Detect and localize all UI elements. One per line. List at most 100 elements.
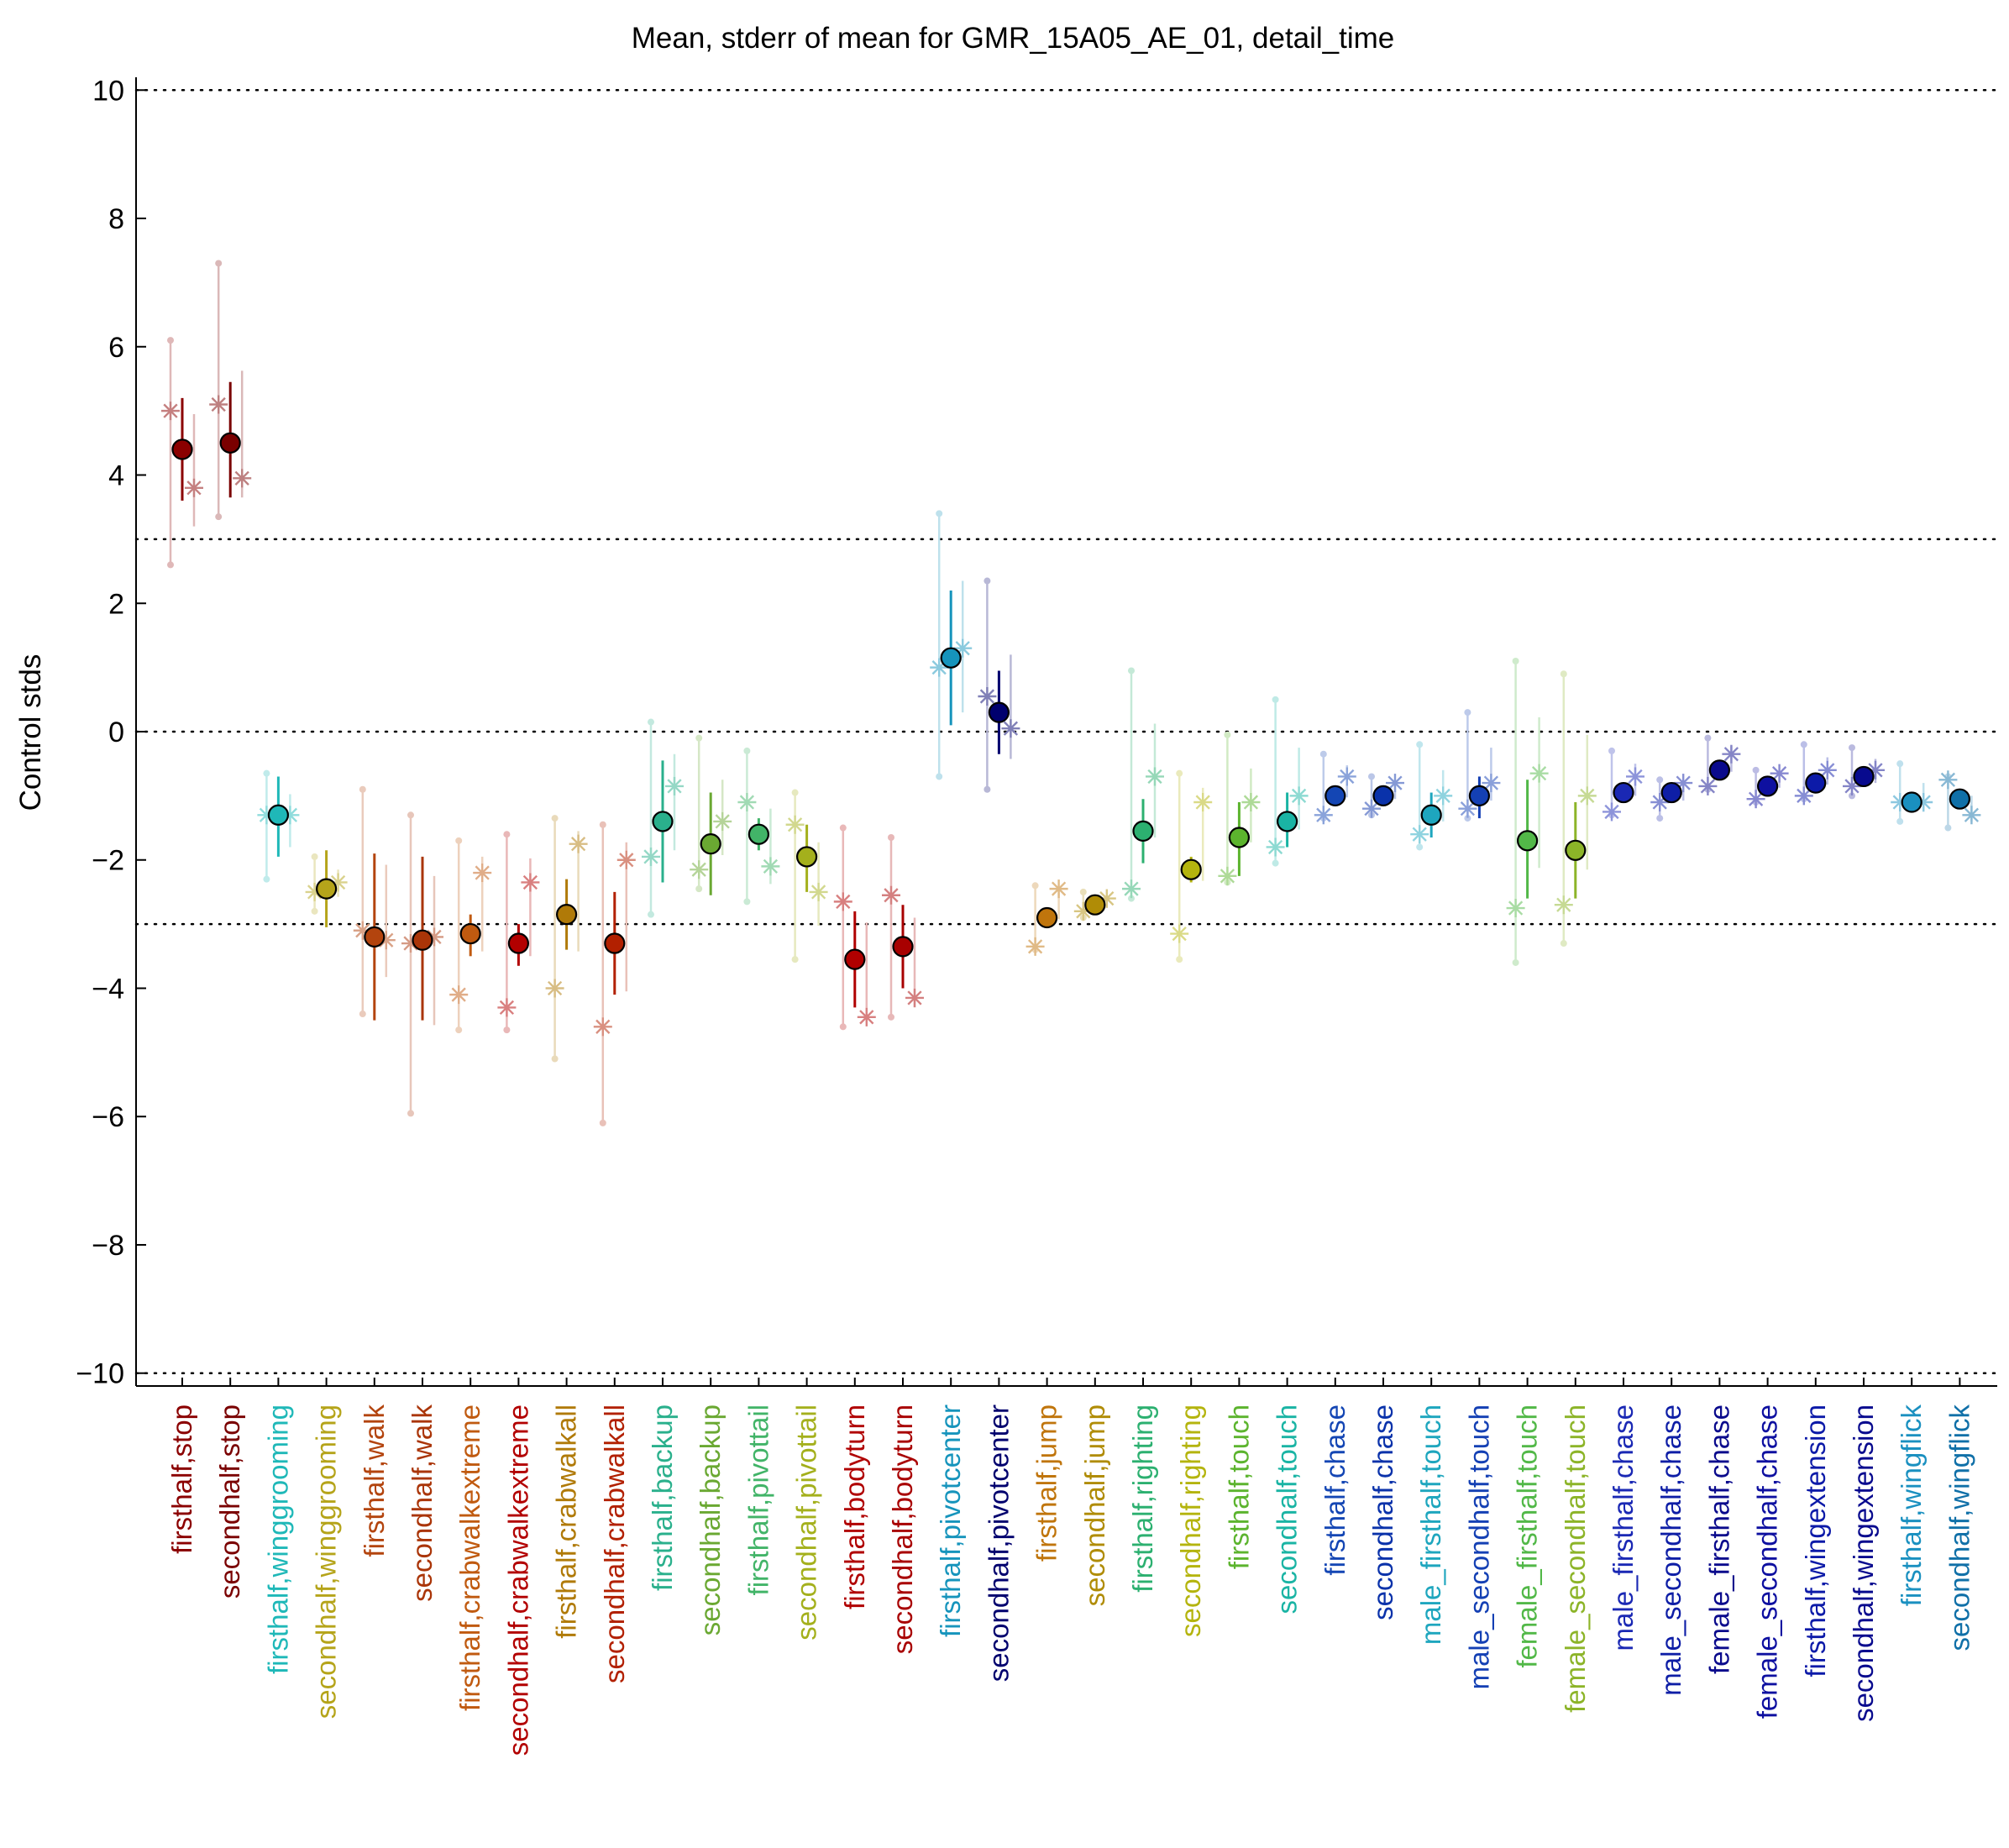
raw-point <box>1272 859 1279 867</box>
raw-point <box>791 789 799 796</box>
raw-point <box>263 769 270 777</box>
mean-point <box>1420 804 1442 826</box>
replicate-marker <box>905 988 924 1007</box>
raw-point <box>215 260 223 267</box>
replicate-marker <box>930 658 949 677</box>
replicate-marker <box>449 985 469 1005</box>
raw-point <box>1464 815 1471 822</box>
replicate-marker <box>737 793 757 812</box>
y-axis-label: Control stds <box>14 654 47 811</box>
raw-point <box>551 1055 559 1063</box>
raw-point <box>215 513 223 521</box>
raw-point <box>695 734 703 742</box>
raw-point <box>359 785 366 793</box>
raw-point <box>1031 882 1039 890</box>
raw-point <box>407 1110 414 1117</box>
replicate-marker <box>713 811 732 831</box>
replicate-marker <box>209 395 228 414</box>
plot-area: 10 8 6 4 2 0 −2 −4 −6 −8 −10 firsthalf,stop secondha… <box>76 75 1999 1756</box>
replicate-marker <box>521 873 540 892</box>
mean-point <box>1853 765 1875 788</box>
replicate-marker <box>1746 790 1765 809</box>
x-tick-label: secondhalf,chase <box>1367 1404 1398 1620</box>
raw-point <box>551 815 559 822</box>
y-tick-label: 2 <box>108 588 124 620</box>
raw-point <box>888 834 894 842</box>
x-tick-label: firsthalf,chase <box>1319 1404 1351 1576</box>
x-tick-label: firsthalf,backup <box>647 1404 678 1591</box>
mean-point <box>364 926 386 948</box>
mean-point <box>1468 785 1491 806</box>
raw-point <box>1416 843 1424 851</box>
replicate-marker <box>1770 764 1789 783</box>
x-tick-label: secondhalf,walk <box>407 1404 438 1602</box>
raw-point <box>1656 776 1664 784</box>
replicate-marker <box>857 1007 876 1026</box>
replicate-marker <box>1193 793 1213 812</box>
raw-point <box>1560 670 1567 678</box>
x-tick-label: secondhalf,touch <box>1272 1404 1303 1614</box>
replicate-marker <box>1506 899 1525 918</box>
raw-point <box>1896 760 1904 768</box>
mean-point <box>1757 775 1779 797</box>
replicate-marker <box>1938 770 1958 790</box>
raw-point <box>1752 766 1760 774</box>
x-tick-label: firsthalf,walk <box>359 1404 390 1557</box>
mean-point <box>412 929 433 951</box>
raw-point <box>311 907 318 915</box>
replicate-marker <box>1170 924 1189 943</box>
x-tick-label: secondhalf,pivotcenter <box>983 1404 1014 1682</box>
raw-point <box>455 837 463 844</box>
mean-point <box>795 846 818 868</box>
mean-point <box>1901 791 1922 813</box>
mean-point <box>459 922 481 945</box>
raw-point <box>695 885 703 893</box>
mean-point <box>988 701 1010 723</box>
raw-point <box>888 1013 894 1021</box>
raw-point <box>648 718 654 726</box>
mean-point <box>700 833 721 855</box>
replicate-marker <box>1386 774 1404 793</box>
x-tick-label: firsthalf,stop <box>166 1404 197 1554</box>
raw-point <box>1608 747 1615 754</box>
replicate-marker <box>1122 879 1141 899</box>
raw-point <box>503 831 511 838</box>
raw-point <box>1176 769 1183 777</box>
x-tick-label: firsthalf,crabwalkextreme <box>454 1404 485 1711</box>
mean-point <box>507 932 530 954</box>
raw-point <box>936 773 943 780</box>
raw-point <box>1849 744 1855 752</box>
raw-point <box>1656 815 1664 822</box>
y-tick-label: −10 <box>76 1358 124 1390</box>
mean-point <box>1613 781 1634 804</box>
mean-point <box>1084 894 1106 916</box>
mean-point <box>892 936 914 958</box>
raw-point <box>839 824 847 832</box>
x-tick-label: female_firsthalf,chase <box>1703 1404 1734 1674</box>
x-tick-label: secondhalf,backup <box>695 1404 726 1635</box>
replicate-marker <box>1289 786 1309 806</box>
raw-point <box>1512 657 1519 664</box>
replicate-marker <box>1146 767 1164 786</box>
x-tick-label: male_secondhalf,touch <box>1463 1404 1494 1689</box>
replicate-marker <box>1962 806 1981 825</box>
x-tick-label: female_firsthalf,touch <box>1512 1404 1543 1668</box>
mean-point <box>1805 772 1827 794</box>
x-tick-label: male_firsthalf,touch <box>1415 1404 1446 1645</box>
mean-point <box>1949 788 1970 810</box>
mean-point <box>604 932 626 954</box>
x-tick-label: secondhalf,jump <box>1079 1404 1110 1606</box>
x-tick-label: firsthalf,pivotcenter <box>935 1404 966 1637</box>
raw-point <box>599 821 606 828</box>
replicate-marker <box>1001 719 1020 738</box>
replicate-marker <box>545 979 564 998</box>
x-tick-label: secondhalf,righting <box>1175 1404 1206 1637</box>
raw-point <box>1849 792 1855 800</box>
raw-point <box>1319 750 1327 758</box>
x-tick-label: female_secondhalf,touch <box>1560 1404 1591 1713</box>
mean-point <box>1180 858 1202 880</box>
replicate-marker <box>1434 786 1453 806</box>
x-tick-label: secondhalf,stop <box>214 1404 245 1599</box>
replicate-marker <box>1025 937 1045 956</box>
raw-point <box>1512 958 1519 966</box>
